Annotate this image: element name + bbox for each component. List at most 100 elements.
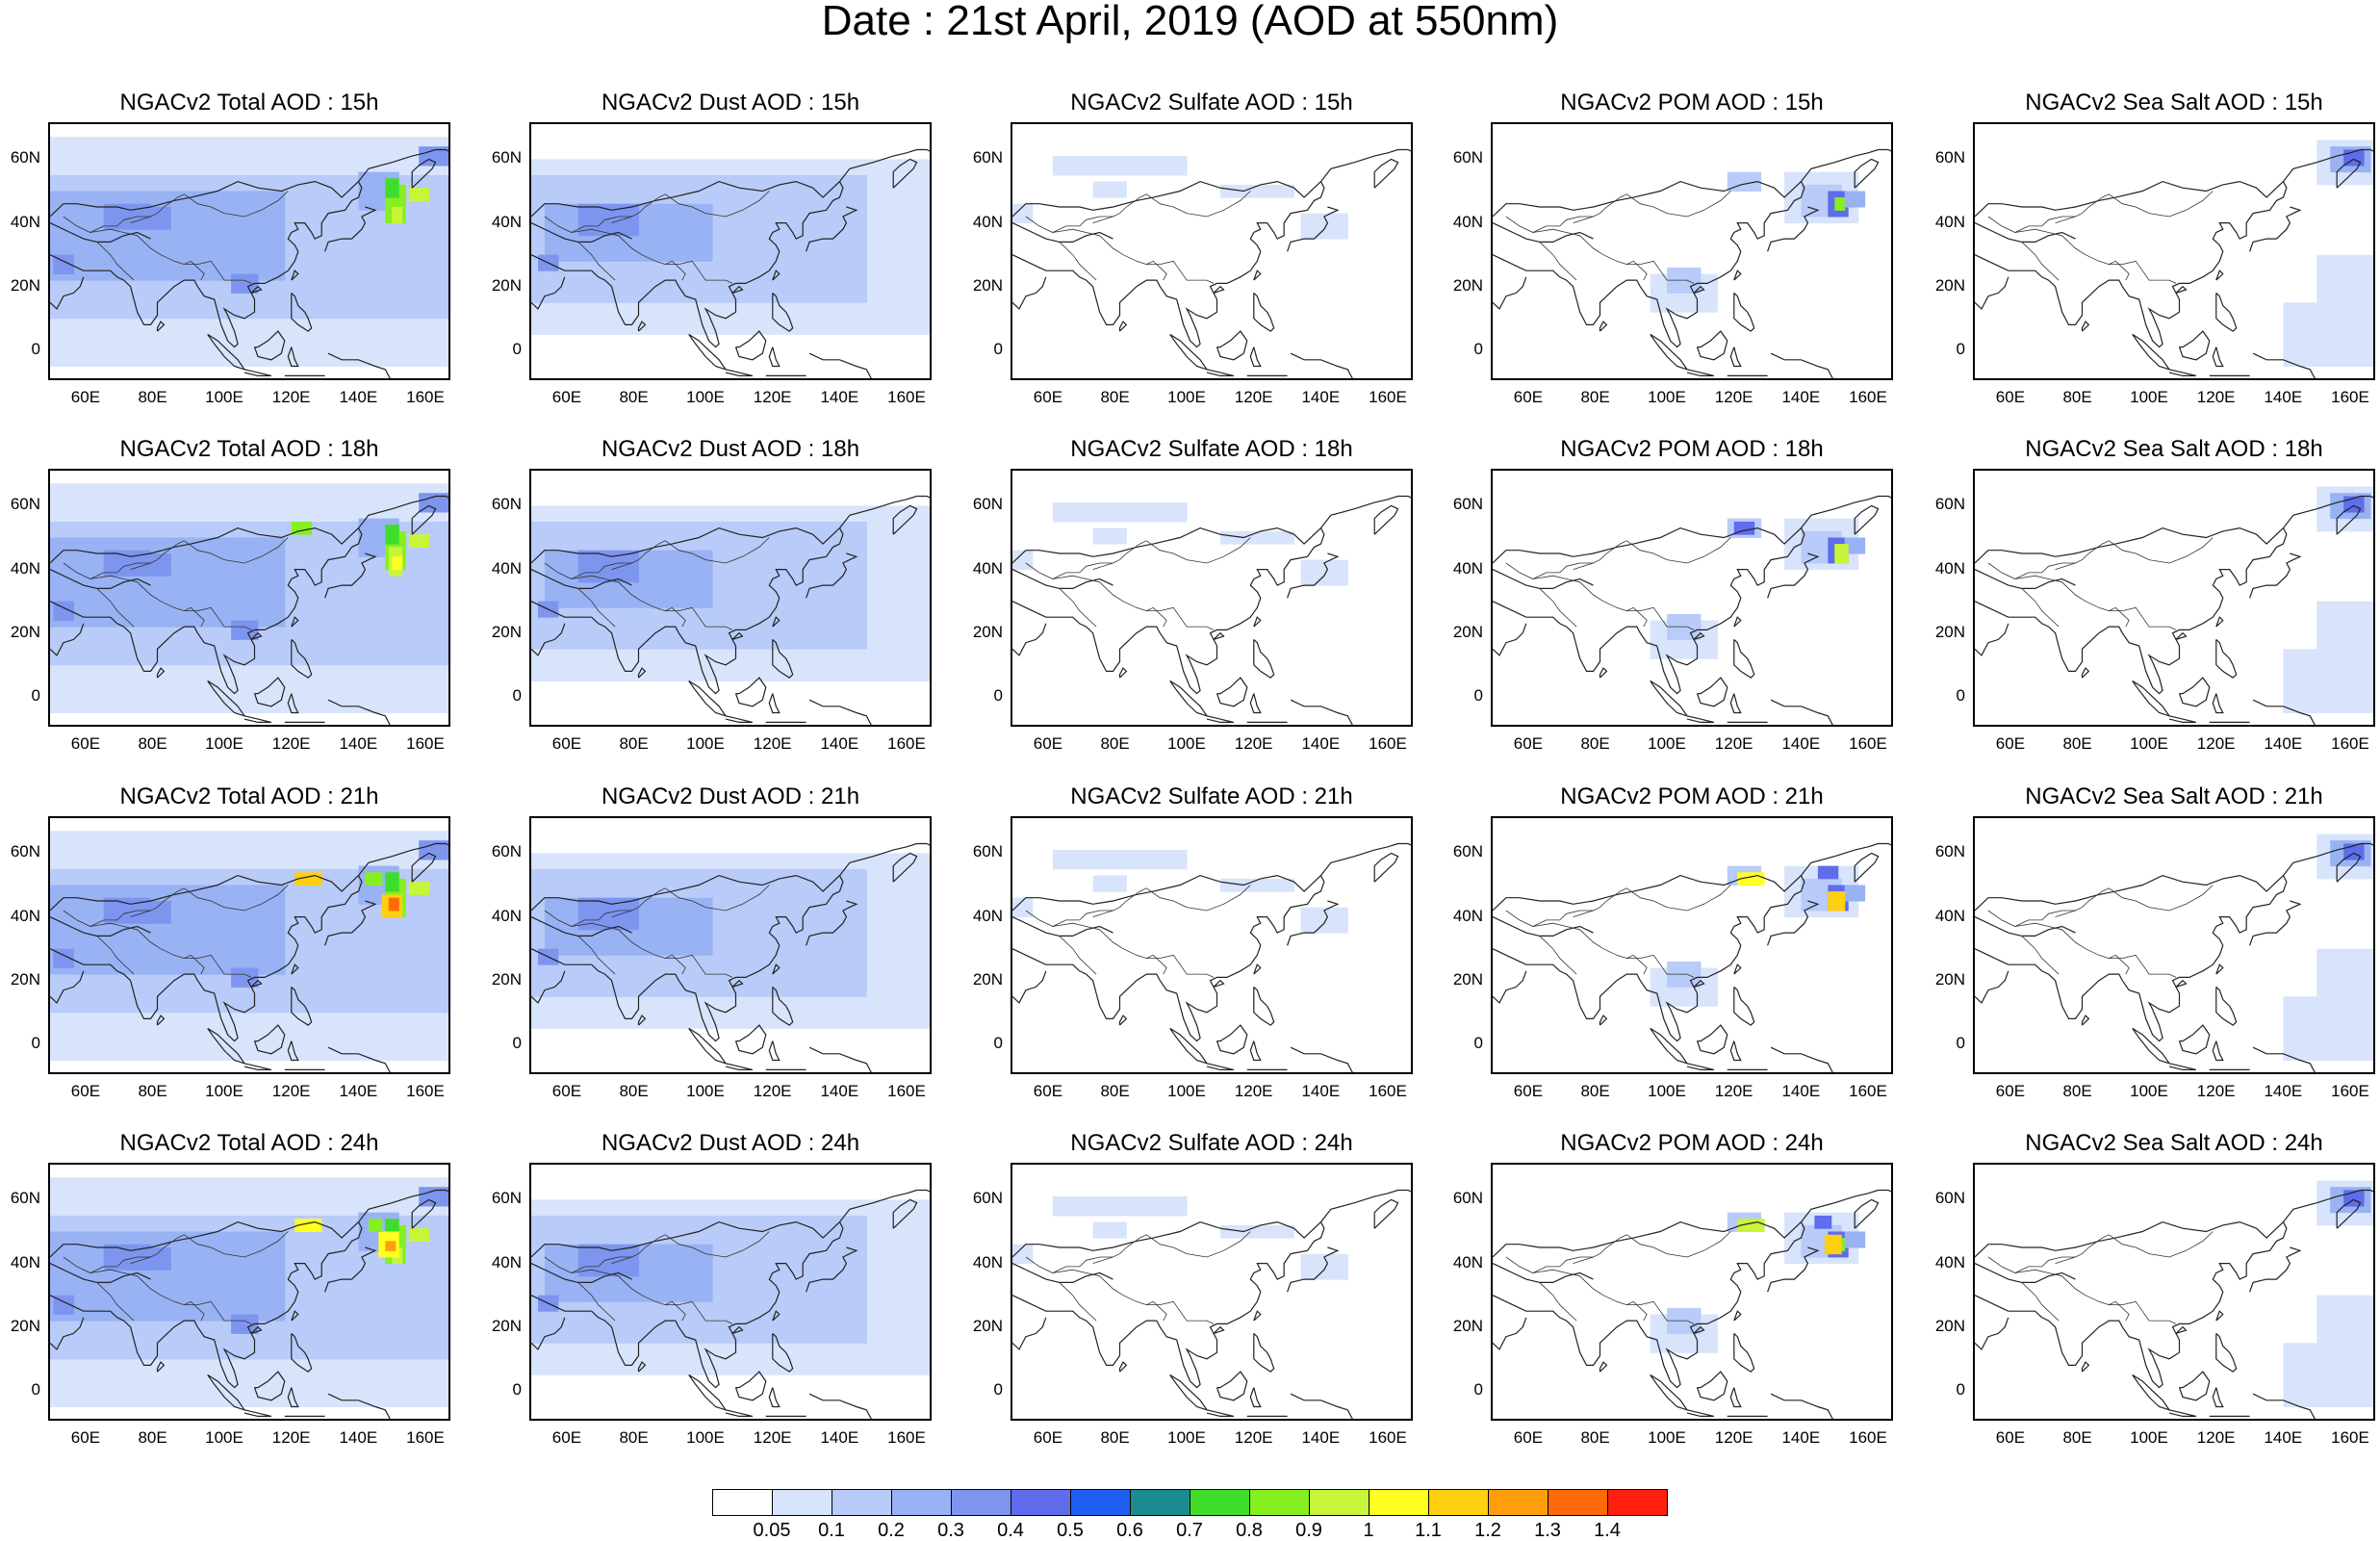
lon-tick-label: 100E [1167, 1428, 1206, 1447]
aod-field [1975, 486, 2373, 725]
lon-tick-label: 140E [820, 1082, 859, 1100]
lat-tick-label: 20N [491, 1316, 522, 1335]
lon-tick-label: 140E [1781, 1082, 1821, 1100]
lon-tick-label: 100E [2130, 1428, 2168, 1447]
lon-tick-label: 160E [406, 388, 445, 406]
colorbar-label: 0.2 [878, 1520, 905, 1541]
panel-title: NGACv2 Sulfate AOD : 24h [1070, 1130, 1353, 1156]
lat-tick-label: 0 [993, 339, 1003, 358]
lon-tick-label: 60E [1995, 388, 2026, 406]
map-panel-dust [529, 816, 932, 1074]
lon-tick-label: 160E [1369, 1428, 1407, 1447]
lat-tick-label: 40N [491, 1252, 522, 1271]
panel-title: NGACv2 Total AOD : 21h [119, 783, 379, 809]
lon-tick-label: 60E [1033, 734, 1063, 753]
colorbar-label: 1.3 [1534, 1520, 1561, 1541]
lat-tick-label: 20N [1934, 275, 1965, 295]
panel-title: NGACv2 Total AOD : 15h [119, 90, 379, 116]
lat-tick-label: 60N [972, 842, 1003, 861]
lon-tick-label: 140E [339, 388, 378, 406]
lon-tick-label: 160E [1369, 734, 1407, 753]
panel-title: NGACv2 Dust AOD : 18h [601, 436, 860, 462]
map-panel-total [48, 816, 450, 1074]
lat-tick-label: 20N [972, 622, 1003, 641]
lat-tick-label: 0 [1473, 339, 1483, 358]
lat-tick-label: 40N [1934, 558, 1965, 578]
lat-tick-label: 40N [1934, 212, 1965, 231]
lon-tick-label: 100E [205, 1082, 243, 1100]
lon-tick-label: 100E [2130, 388, 2168, 406]
lon-tick-label: 140E [820, 388, 859, 406]
lon-tick-label: 100E [1167, 388, 1206, 406]
panel-title: NGACv2 Sea Salt AOD : 18h [2025, 436, 2323, 462]
colorbar-label: 0.7 [1176, 1520, 1203, 1541]
lon-tick-label: 160E [406, 1428, 445, 1447]
lat-tick-label: 60N [1934, 495, 1965, 514]
lat-tick-label: 60N [1452, 842, 1483, 861]
lon-tick-label: 100E [686, 1428, 725, 1447]
lat-tick-label: 40N [972, 906, 1003, 925]
colorbar-swatch [1130, 1489, 1190, 1516]
lat-tick-label: 60N [10, 495, 40, 514]
lat-tick-label: 20N [10, 275, 40, 295]
lon-tick-label: 140E [339, 1428, 378, 1447]
lat-tick-label: 20N [1452, 1316, 1483, 1335]
map-panel-seasalt [1973, 469, 2375, 727]
lat-tick-label: 40N [972, 1252, 1003, 1271]
lon-tick-label: 120E [1234, 1082, 1273, 1100]
lon-tick-label: 80E [1580, 388, 1610, 406]
lon-tick-label: 60E [551, 1428, 582, 1447]
lon-tick-label: 160E [1849, 388, 1887, 406]
lon-tick-label: 120E [753, 734, 792, 753]
map-panel-sulfate [1011, 469, 1413, 727]
lat-tick-label: 60N [491, 842, 522, 861]
lon-tick-label: 120E [1714, 734, 1753, 753]
lon-tick-label: 60E [1513, 1428, 1544, 1447]
lat-tick-label: 20N [10, 969, 40, 989]
panel-title: NGACv2 POM AOD : 15h [1560, 90, 1824, 116]
lon-tick-label: 160E [406, 1082, 445, 1100]
lon-tick-label: 80E [1100, 734, 1130, 753]
lon-tick-label: 60E [1513, 734, 1544, 753]
lat-tick-label: 60N [972, 148, 1003, 167]
lon-tick-label: 120E [271, 734, 311, 753]
colorbar-label: 1.4 [1594, 1520, 1621, 1541]
lat-tick-label: 40N [972, 558, 1003, 578]
map-panel-seasalt [1973, 122, 2375, 380]
lon-tick-label: 80E [2062, 734, 2092, 753]
colorbar-swatch [1369, 1489, 1429, 1516]
map-panel-pom [1491, 1163, 1893, 1421]
panel-title: NGACv2 Sea Salt AOD : 15h [2025, 90, 2323, 116]
lon-tick-label: 80E [138, 1428, 167, 1447]
lon-tick-label: 80E [2062, 1082, 2092, 1100]
lon-tick-label: 60E [551, 734, 582, 753]
lon-tick-label: 100E [205, 388, 243, 406]
colorbar-swatch [1548, 1489, 1608, 1516]
lon-tick-label: 80E [138, 1082, 167, 1100]
lat-tick-label: 40N [1934, 1252, 1965, 1271]
aod-field [1012, 148, 1411, 378]
lat-tick-label: 20N [491, 275, 522, 295]
panel-title: NGACv2 Dust AOD : 15h [601, 90, 860, 116]
lon-tick-label: 160E [887, 1428, 926, 1447]
lat-tick-label: 40N [1452, 906, 1483, 925]
lon-tick-label: 140E [1301, 1428, 1341, 1447]
lat-tick-label: 60N [972, 495, 1003, 514]
lon-tick-label: 60E [1033, 1082, 1063, 1100]
lon-tick-label: 160E [1849, 734, 1887, 753]
lon-tick-label: 140E [339, 734, 378, 753]
lat-tick-label: 40N [1934, 906, 1965, 925]
lon-tick-label: 80E [138, 388, 167, 406]
aod-field [50, 483, 448, 725]
lon-tick-label: 140E [820, 734, 859, 753]
lon-tick-label: 120E [2196, 1082, 2236, 1100]
lat-tick-label: 60N [1452, 148, 1483, 167]
lon-tick-label: 100E [1648, 734, 1686, 753]
lon-tick-label: 120E [1714, 1428, 1753, 1447]
panel-title: NGACv2 Dust AOD : 24h [601, 1130, 860, 1156]
lat-tick-label: 60N [1934, 842, 1965, 861]
map-panel-total [48, 1163, 450, 1421]
lon-tick-label: 80E [1100, 388, 1130, 406]
colorbar-swatch [712, 1489, 773, 1516]
panel-title: NGACv2 Dust AOD : 21h [601, 783, 860, 809]
